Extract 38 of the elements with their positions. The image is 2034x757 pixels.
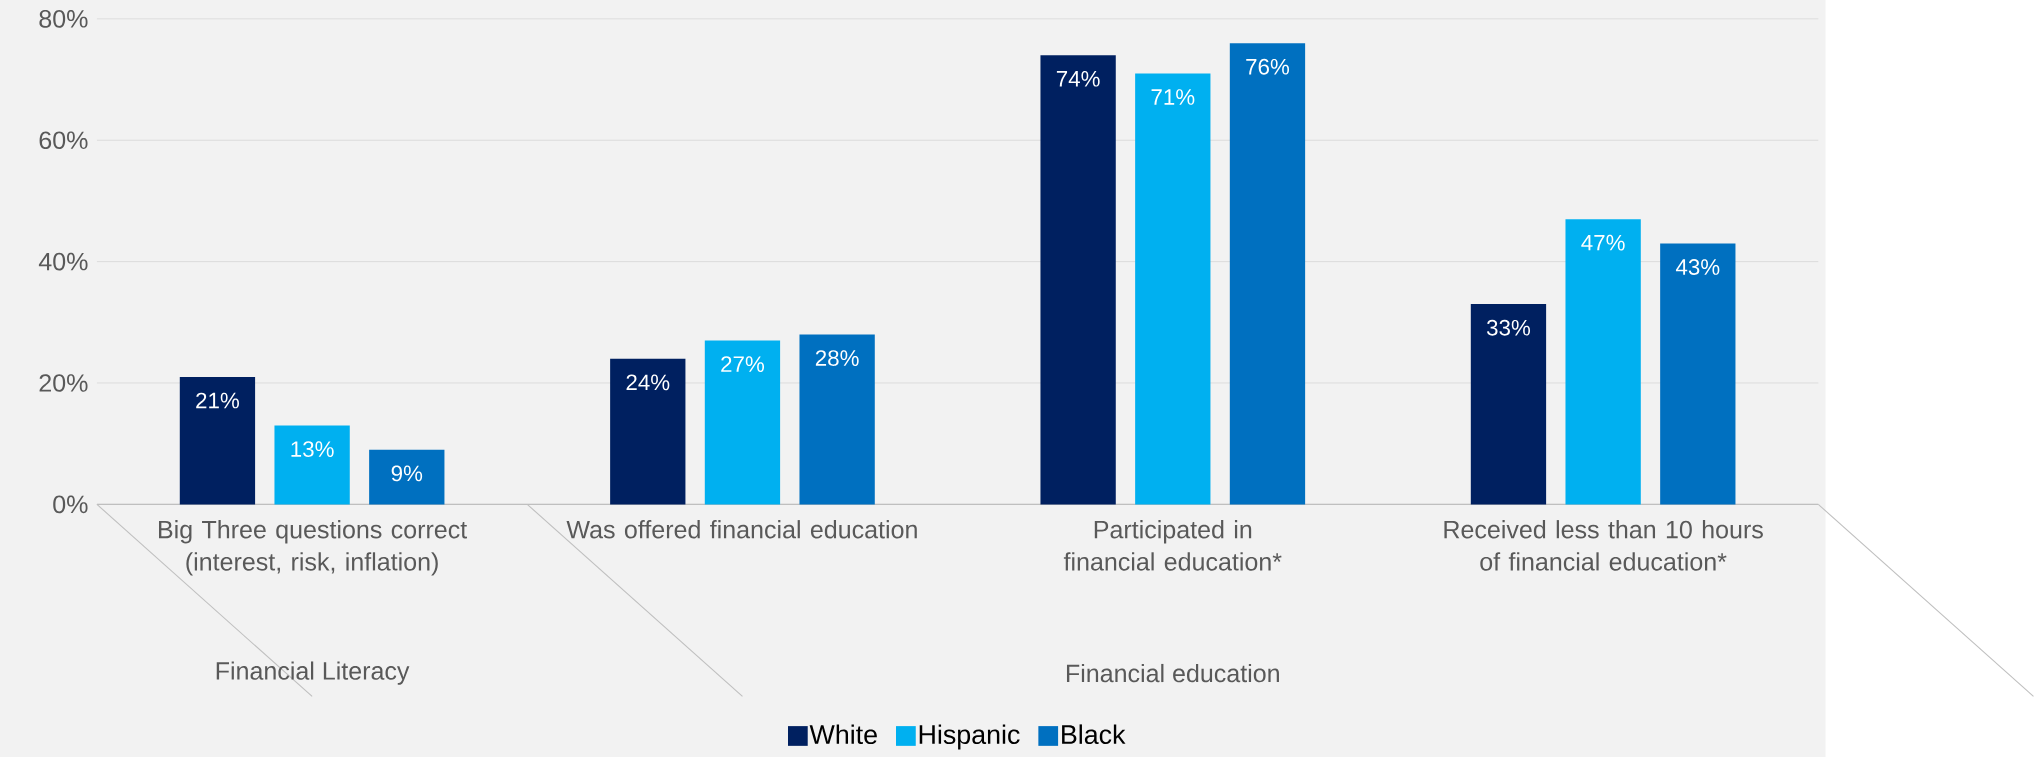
data-label: 13% [291,440,334,457]
bar [179,376,256,505]
y-tick-label: 0% [53,495,88,513]
bar [1135,73,1211,505]
bar [1040,55,1116,505]
data-label: 76% [1246,58,1290,75]
y-tick-label: 40% [38,252,88,271]
data-label: 21% [196,392,240,409]
data-label: 28% [815,349,859,366]
x-tick-label: Participated in financial education* [1063,519,1282,571]
data-label: 24% [626,374,670,390]
y-tick-label: 60% [39,131,88,149]
x-tick-label: Big Three questions correct (interest, risk, inflation) [159,519,468,576]
x-tick-label: Received less than 10 hours of financial education* [1444,519,1763,571]
legend-label: White [809,724,877,744]
bar [369,449,445,505]
data-label: 71% [1151,88,1195,105]
bar [274,425,350,505]
bar [610,358,686,505]
legend-label: Black [1062,724,1126,744]
data-label: 9% [391,465,423,482]
data-label: 74% [1056,70,1100,87]
y-tick-label: 20% [39,373,88,392]
y-tick-label: 80% [39,9,88,28]
text: Financial education [1066,663,1279,683]
bar [799,334,875,505]
bar [1660,243,1736,505]
x-tick-label: Was offered financial education [566,519,917,539]
bar [1470,303,1547,505]
data-label: 33% [1486,319,1531,336]
bar [704,340,781,505]
data-label: 43% [1675,258,1720,275]
data-label: 27% [721,355,765,372]
legend-label: Hispanic [919,724,1020,750]
data-label: 47% [1581,234,1625,251]
bar [1565,218,1641,505]
text: Financial Literacy [216,661,410,685]
bar [1229,42,1306,505]
